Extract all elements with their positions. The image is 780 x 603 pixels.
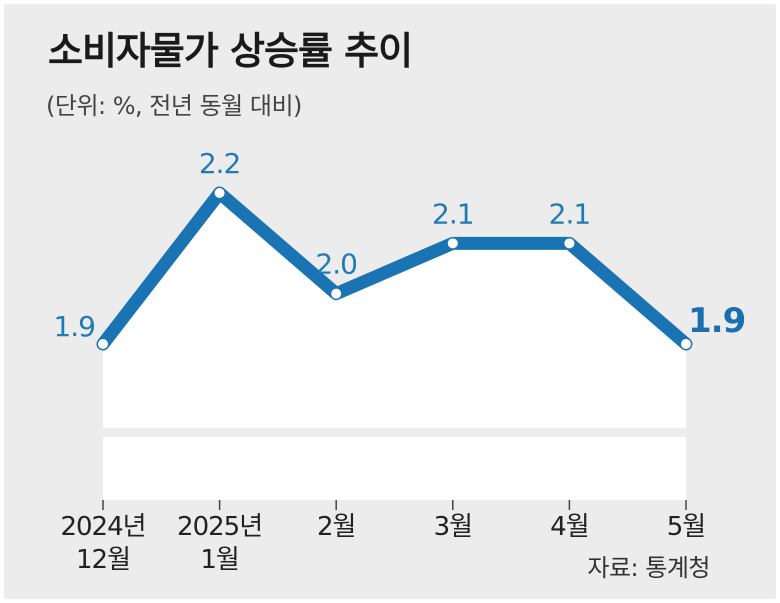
x-tick-label-line: 4월 — [550, 512, 588, 542]
source-note: 자료: 통계청 — [587, 554, 710, 582]
data-label: 2.0 — [315, 248, 357, 281]
series-line — [96, 186, 693, 351]
x-tick-label-line: 1월 — [200, 545, 238, 575]
series-line-group — [96, 186, 693, 351]
x-tick-label-line: 2월 — [317, 512, 355, 542]
chart-title: 소비자물가 상승률 추이 — [48, 29, 413, 73]
x-tick-label-line: 2024년 — [60, 512, 145, 542]
x-tick-label: 3월 — [434, 512, 472, 542]
data-label: 2.1 — [549, 197, 591, 230]
data-point — [331, 288, 342, 299]
x-tick-label: 4월 — [550, 512, 588, 542]
chart-subtitle: (단위: %, 전년 동월 대비) — [46, 92, 302, 120]
x-tick-label: 5월 — [667, 512, 705, 542]
area-fill-lower — [103, 437, 686, 500]
data-label: 1.9 — [53, 310, 95, 343]
data-point — [447, 238, 458, 249]
x-axis: 2024년 12월 2025년 1월 2월 3월 4월 5월 — [60, 500, 706, 575]
x-tick-label: 2024년 12월 — [60, 512, 145, 575]
data-label: 1.9 — [688, 301, 745, 341]
data-point — [98, 339, 108, 349]
x-tick-label-line: 5월 — [667, 512, 705, 542]
data-label: 2.1 — [432, 197, 474, 230]
x-tick-label-line: 2025년 — [177, 512, 262, 542]
data-point — [214, 188, 225, 198]
area-fill-upper — [103, 193, 686, 428]
data-label: 2.2 — [199, 147, 241, 180]
data-point — [564, 238, 575, 249]
data-points — [98, 188, 691, 349]
data-labels: 1.9 2.2 2.0 2.1 2.1 1.9 — [53, 147, 746, 343]
x-tick-label: 2월 — [317, 512, 355, 542]
x-tick-label-line: 12월 — [76, 545, 130, 575]
x-tick-label: 2025년 1월 — [177, 512, 262, 575]
data-point — [681, 339, 691, 349]
chart-area — [103, 193, 686, 500]
x-tick-label-line: 3월 — [434, 512, 472, 542]
